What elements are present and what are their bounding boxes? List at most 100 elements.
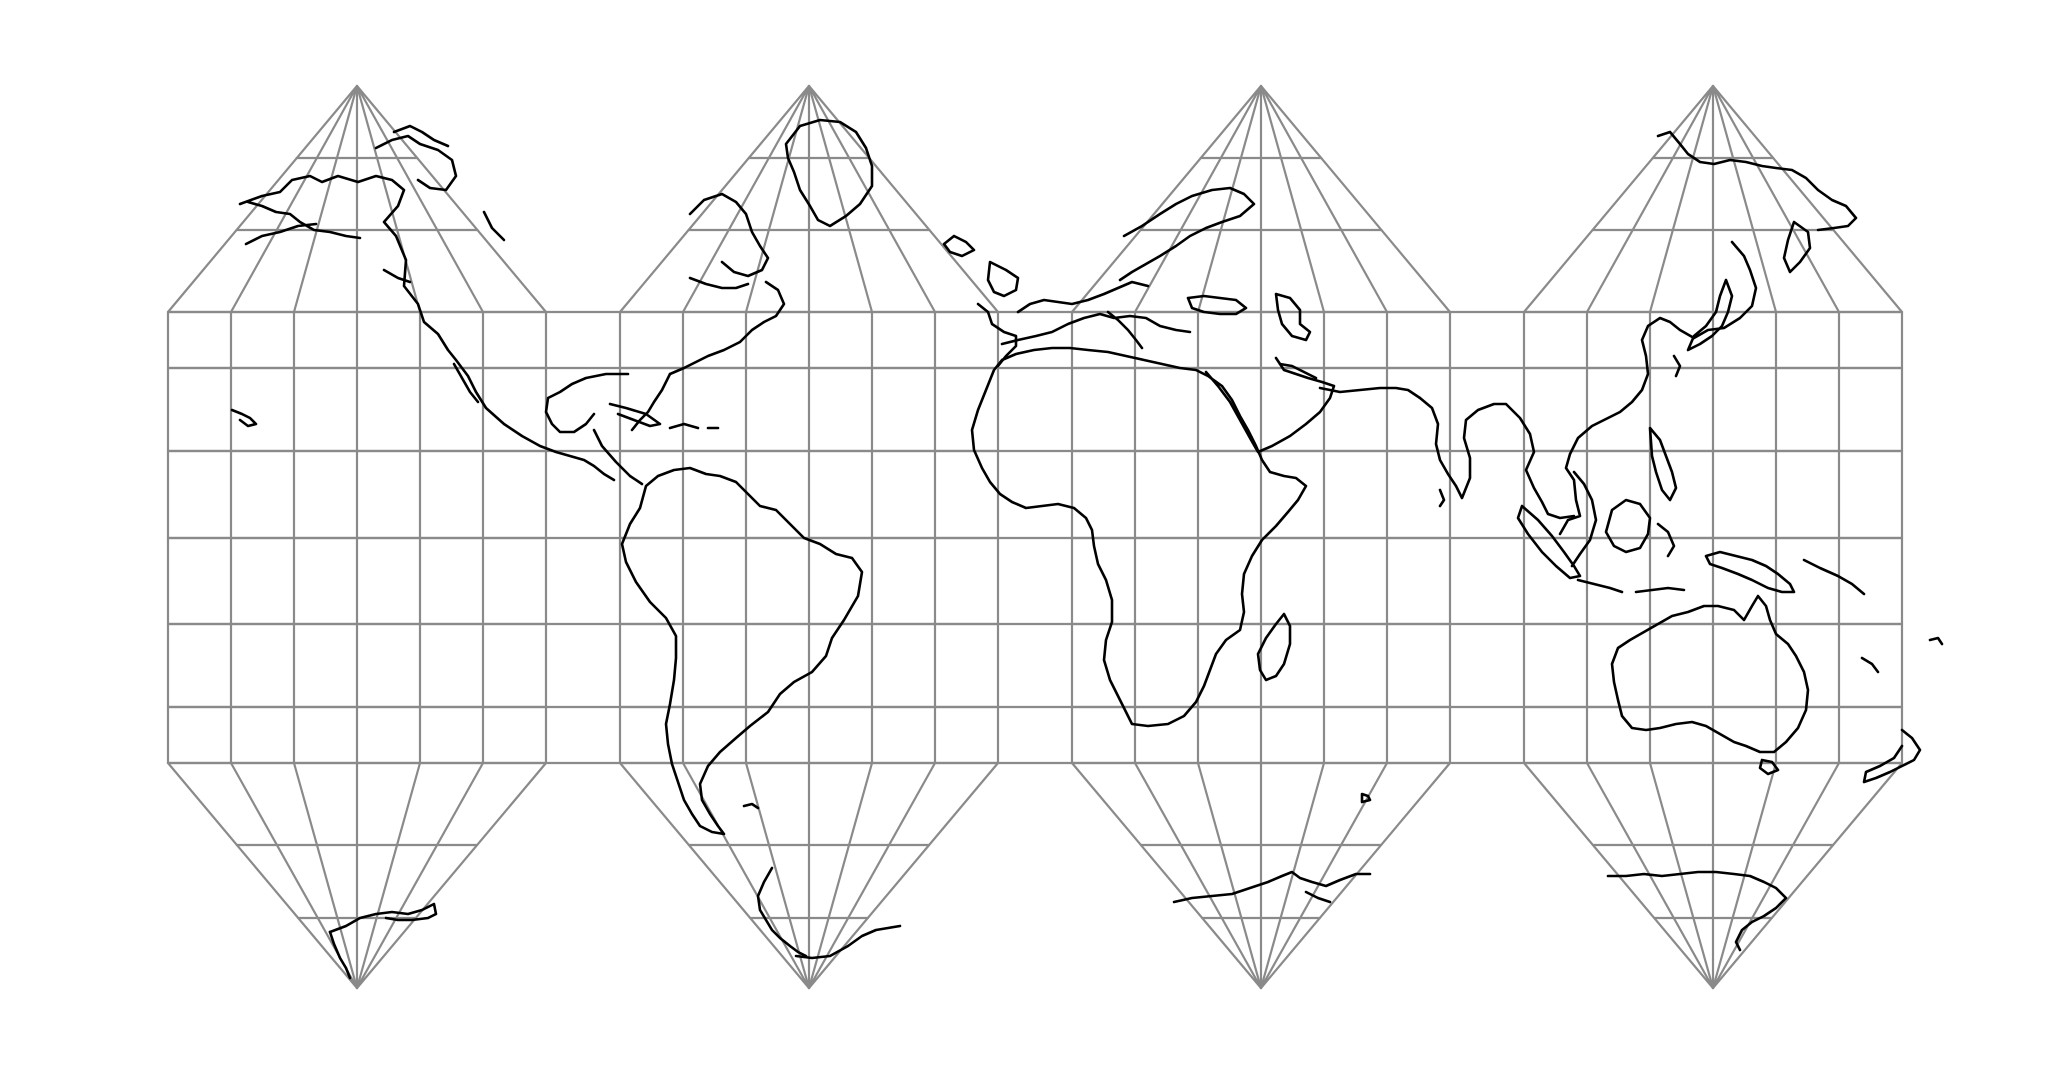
meridian-top-3-0	[1522, 84, 1715, 314]
coast-philippines	[1648, 426, 1678, 502]
meridian-top-1-6	[807, 84, 1000, 314]
coast-sumatra	[1516, 504, 1582, 580]
meridian-top-0-5	[355, 84, 485, 314]
meridian-top-2-2	[1196, 84, 1263, 314]
coast-hawaii	[230, 408, 258, 428]
meridian-top-2-5	[1259, 84, 1389, 314]
meridian-top-3-6	[1711, 84, 1904, 314]
coast-south-america	[620, 466, 864, 836]
meridian-top-2-6	[1259, 84, 1452, 314]
coast-cuba	[608, 402, 662, 428]
coastlines	[230, 118, 1944, 980]
coast-japan	[1686, 278, 1734, 352]
coast-siberia-arctic	[1656, 130, 1858, 232]
meridian-top-3-5	[1711, 84, 1841, 314]
coast-ireland-iberia	[976, 302, 1018, 368]
coast-baffin-region	[688, 192, 770, 278]
coast-antarctica-west	[328, 902, 438, 934]
coast-antarctica-weddell	[794, 924, 902, 960]
coast-new-caledonia	[1860, 656, 1880, 674]
meridian-bot-2-4	[1259, 761, 1326, 990]
coast-new-guinea	[1704, 550, 1796, 594]
meridian-bot-0-2	[292, 761, 359, 990]
coast-falklands	[742, 802, 760, 810]
coast-baja-mexico	[452, 362, 480, 404]
coast-greenland	[784, 118, 874, 228]
coast-sri-lanka	[1438, 488, 1446, 508]
meridian-bot-1-4	[807, 761, 874, 990]
coast-madagascar	[1256, 612, 1292, 682]
meridian-top-3-1	[1585, 84, 1715, 314]
coast-hudson-west	[482, 210, 506, 242]
coast-lesser-sunda	[1634, 586, 1686, 594]
meridian-bot-1-5	[807, 761, 937, 990]
coast-arctic-islands	[392, 124, 450, 148]
meridian-bot-1-0	[618, 761, 811, 990]
coast-italy	[1106, 310, 1144, 350]
meridian-top-0-2	[292, 84, 359, 314]
meridian-bot-3-5	[1711, 761, 1841, 990]
coast-black-sea	[1186, 294, 1248, 316]
meridian-top-0-1	[229, 84, 359, 314]
meridian-top-0-6	[355, 84, 548, 314]
coast-sulawesi	[1656, 522, 1676, 558]
meridian-bot-3-6	[1711, 761, 1904, 990]
coast-iceland	[942, 234, 976, 258]
graticule-grid	[166, 84, 1904, 990]
coast-antarctica-ross	[1606, 870, 1788, 952]
coast-alaska-north-america	[238, 174, 616, 482]
meridian-top-2-1	[1133, 84, 1263, 314]
coast-east-asia	[1558, 240, 1758, 536]
coast-labrador-east-us	[668, 280, 786, 376]
coast-antarctica-east-2	[1304, 890, 1332, 904]
meridian-bot-0-6	[355, 761, 548, 990]
coast-persian-gulf	[1278, 362, 1318, 380]
meridian-top-0-0	[166, 84, 359, 314]
coast-australia	[1610, 594, 1810, 754]
meridian-bot-0-0	[166, 761, 359, 990]
coast-central-america	[592, 428, 644, 486]
coast-caspian	[1274, 292, 1312, 342]
meridian-bot-1-6	[807, 761, 1000, 990]
coast-solomon-islands	[1802, 558, 1866, 596]
coast-gulf-mexico	[544, 372, 630, 434]
coast-africa	[970, 346, 1308, 728]
coast-antarctic-peninsula-tip	[756, 866, 808, 958]
meridian-bot-1-1	[681, 761, 811, 990]
coast-hudson-bay	[688, 276, 750, 290]
meridian-top-2-0	[1070, 84, 1263, 314]
coast-iran-pakistan	[1318, 386, 1422, 400]
meridian-top-3-2	[1648, 84, 1715, 314]
coast-alaska-west	[246, 200, 362, 240]
coast-java	[1576, 578, 1624, 594]
meridian-bot-0-5	[355, 761, 485, 990]
coast-india-sea-coast	[1418, 396, 1576, 520]
coast-europe-west	[1016, 280, 1150, 314]
meridian-bot-2-0	[1070, 761, 1263, 990]
coast-scandinavia	[1118, 186, 1256, 282]
coast-kamchatka	[1782, 220, 1812, 274]
coast-alaska-peninsula	[382, 268, 412, 284]
coast-tasmania	[1758, 758, 1780, 776]
meridian-top-0-4	[355, 84, 422, 314]
coast-indochina-malay	[1570, 470, 1598, 568]
coast-bouvet	[1360, 792, 1372, 804]
coast-canadian-arctic	[374, 134, 458, 192]
meridian-top-2-4	[1259, 84, 1326, 314]
meridian-bot-2-2	[1196, 761, 1263, 990]
coast-hispaniola	[668, 422, 700, 430]
coast-arabian-peninsula	[1204, 356, 1336, 454]
meridian-bot-2-1	[1133, 761, 1263, 990]
coast-british-isles	[986, 260, 1020, 298]
meridian-bot-3-2	[1648, 761, 1715, 990]
coast-borneo	[1604, 498, 1652, 554]
meridian-top-1-4	[807, 84, 874, 314]
coast-antarctica-east-1	[1172, 870, 1372, 904]
coast-antarctic-peninsula	[328, 930, 352, 980]
meridian-top-3-4	[1711, 84, 1778, 314]
meridian-top-1-2	[744, 84, 811, 314]
meridian-top-1-1	[681, 84, 811, 314]
coast-fiji	[1928, 636, 1944, 646]
coast-taiwan-korea	[1672, 354, 1682, 378]
